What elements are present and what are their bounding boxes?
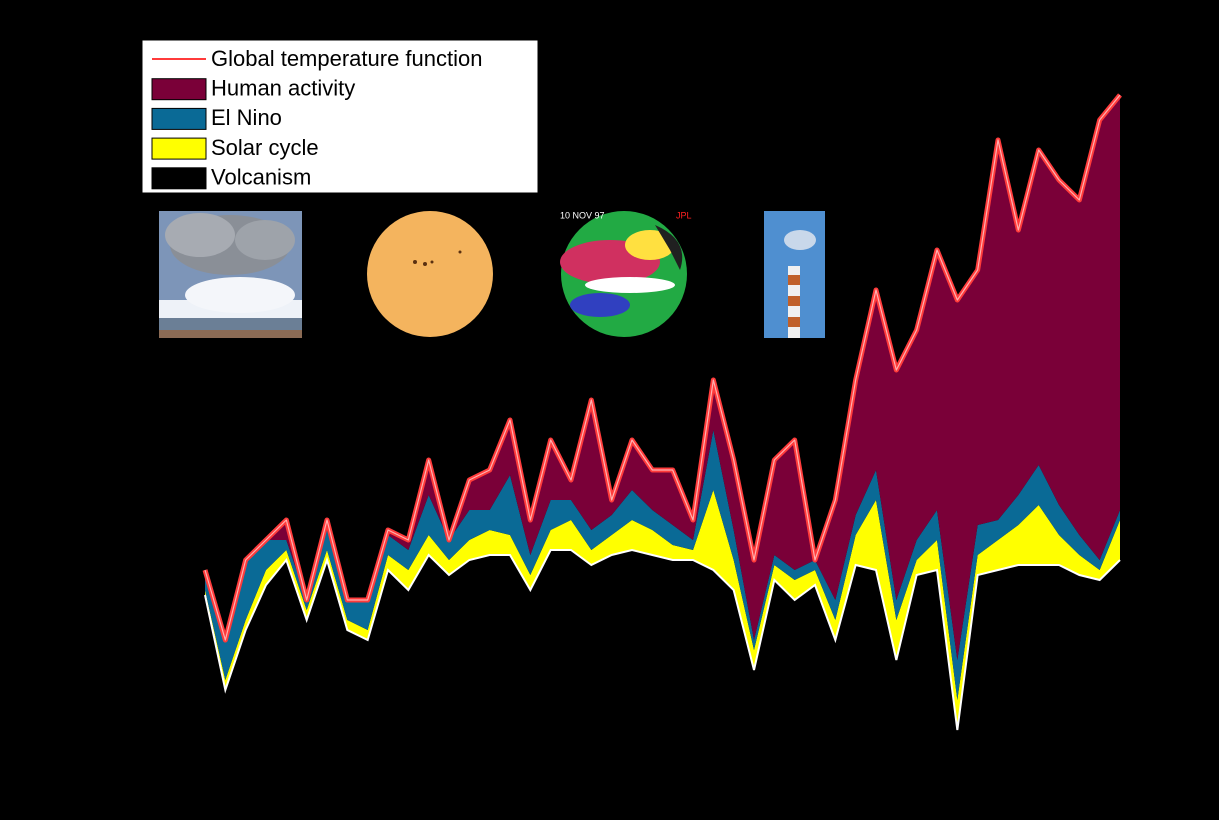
- area: [205, 490, 1120, 730]
- temperature-line-core: [204, 94, 1121, 641]
- sun-photo: [367, 211, 493, 337]
- volcano-photo: [159, 211, 302, 338]
- legend: Global temperature function Human activit…: [141, 39, 539, 194]
- legend-label: Volcanism: [211, 165, 311, 190]
- image-label: 10 NOV 97: [560, 210, 605, 220]
- legend-label: El Nino: [211, 105, 282, 130]
- legend-swatch: [151, 167, 207, 190]
- chimney-photo: [764, 211, 825, 338]
- legend-swatch: [151, 137, 207, 160]
- legend-swatch: [151, 78, 207, 101]
- legend-label: Human activity: [211, 76, 355, 101]
- volcanism-edge: [204, 548, 1121, 731]
- image-label: JPL: [676, 210, 692, 220]
- legend-label: Global temperature function: [211, 46, 483, 71]
- area: [205, 95, 1120, 660]
- plot-area: [202, 93, 1122, 731]
- legend-box: [141, 39, 539, 194]
- legend-swatch: [151, 107, 207, 130]
- globe-image: 10 NOV 97 JPL: [560, 210, 692, 337]
- legend-label: Solar cycle: [211, 135, 319, 160]
